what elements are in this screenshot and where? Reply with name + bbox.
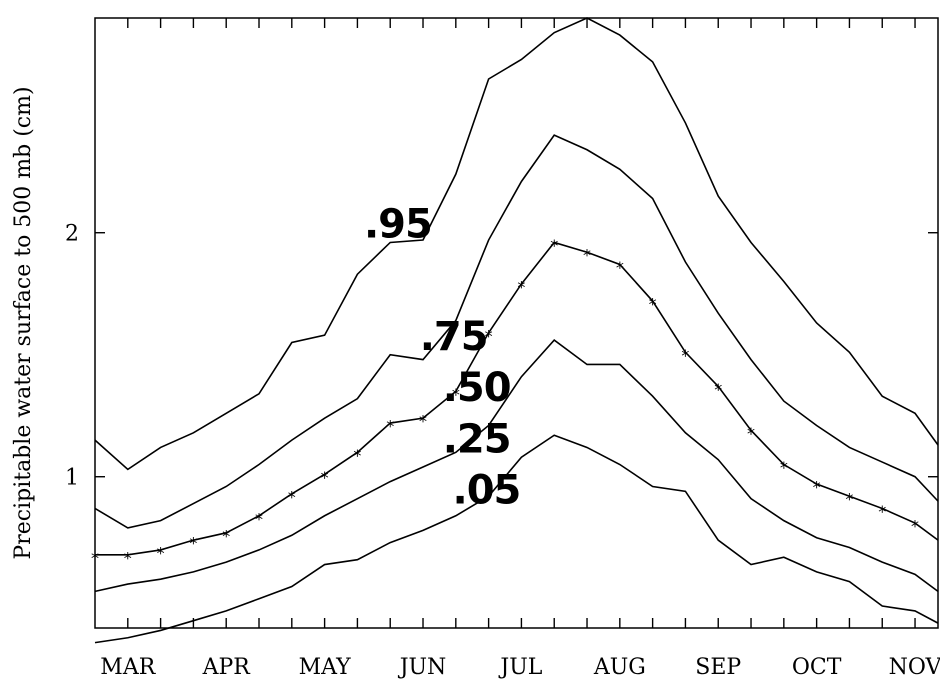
median-marker: * (485, 326, 493, 345)
y-axis-title: Precipitable water surface to 500 mb (cm… (11, 86, 36, 559)
x-tick-label: JUN (398, 655, 447, 680)
y-tick-labels: 12 (65, 222, 79, 491)
median-marker: * (157, 543, 165, 562)
median-marker: * (714, 380, 722, 399)
series-line-p50 (95, 241, 939, 556)
median-marker: * (419, 412, 427, 431)
annotation-label: .95 (364, 202, 432, 248)
series-lines (94, 17, 939, 644)
series-line-p95 (94, 17, 939, 471)
x-tick-label: APR (202, 655, 252, 680)
median-marker: * (386, 417, 394, 436)
annotation-label: .25 (443, 416, 511, 462)
median-marker: * (616, 258, 624, 277)
median-marker: * (681, 346, 689, 365)
series-line-p25 (94, 339, 939, 593)
median-marker: * (911, 517, 919, 536)
median-marker: * (517, 277, 525, 296)
x-tick-label: NOV (889, 655, 940, 680)
annotation-label: .75 (420, 314, 488, 360)
median-marker: * (747, 424, 755, 443)
median-marker: * (124, 548, 132, 567)
median-marker: * (288, 487, 296, 506)
median-marker: * (813, 478, 821, 497)
series-line-p05 (94, 434, 939, 644)
x-tick-label: JUL (498, 655, 542, 680)
x-tick-label: OCT (792, 655, 842, 680)
series-annotations: .95 .75 .50 .25 .05 (364, 202, 521, 514)
median-marker: * (91, 548, 99, 567)
x-tick-label: SEP (695, 655, 741, 680)
median-marker: * (321, 468, 329, 487)
annotation-label: .50 (443, 365, 511, 411)
median-marker: * (255, 509, 263, 528)
y-tick-label: 1 (65, 466, 79, 491)
median-marker: * (878, 502, 886, 521)
median-marker: * (780, 458, 788, 477)
median-marker: * (452, 385, 460, 404)
median-marker: * (189, 534, 197, 553)
x-tick-label: AUG (593, 655, 646, 680)
y-tick-label: 2 (65, 222, 79, 247)
axis-ticks (95, 18, 938, 628)
plot-frame (94, 17, 939, 629)
median-marker: * (845, 490, 853, 509)
annotation-label: .05 (453, 468, 521, 514)
median-marker: * (222, 526, 230, 545)
median-marker: * (353, 446, 361, 465)
x-tick-label: MAR (100, 655, 156, 680)
median-markers: * * * * * * * * * * * * * * * * * * * * * * * * * * (91, 236, 919, 567)
x-tick-label: MAY (299, 655, 352, 680)
series-line-p75 (94, 134, 939, 529)
median-marker: * (649, 295, 657, 314)
median-marker: * (550, 236, 558, 255)
x-tick-labels: MAR APR MAY JUN JUL AUG SEP OCT NOV (100, 655, 940, 680)
median-marker: * (583, 246, 591, 265)
